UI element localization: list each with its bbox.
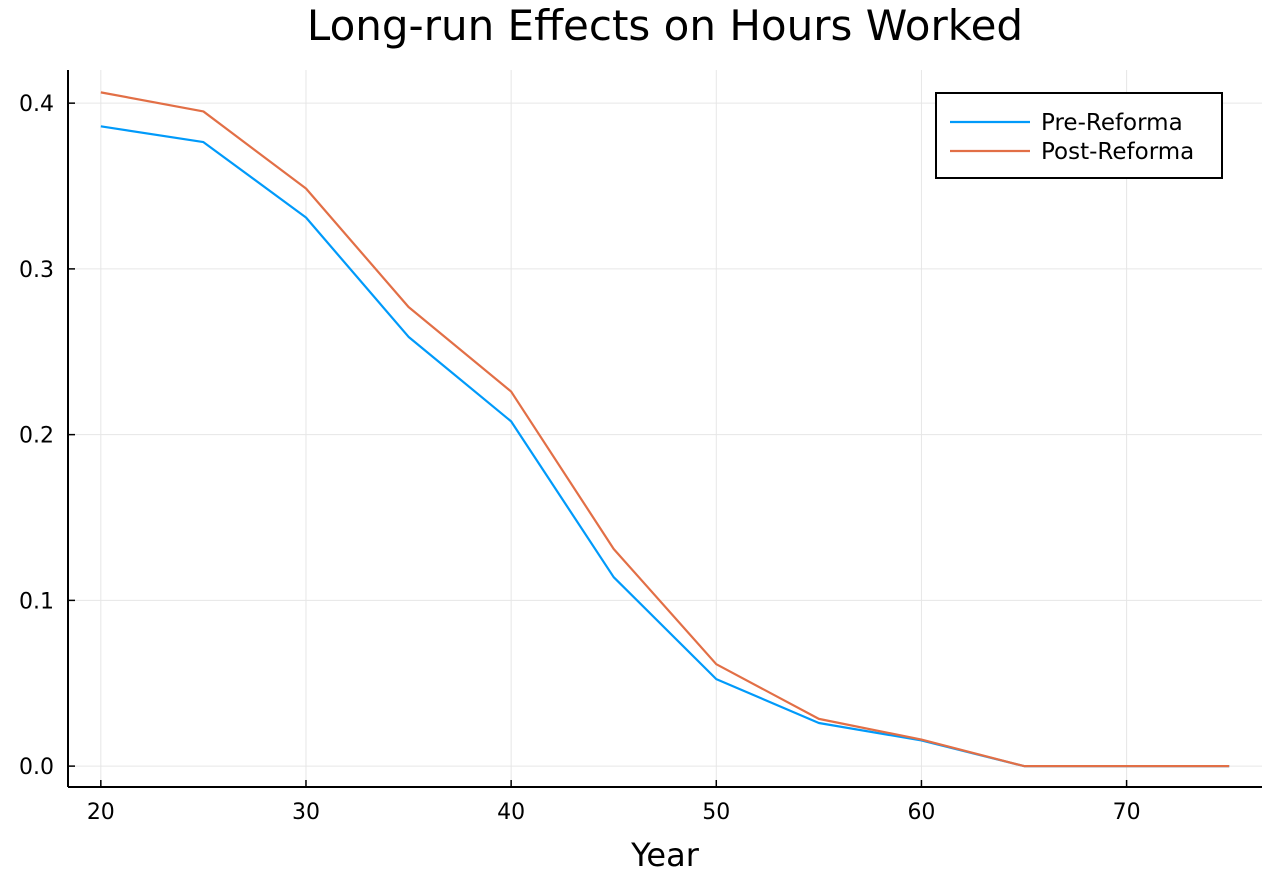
y-tick-label: 0.2 [19, 424, 54, 449]
legend-box [935, 92, 1223, 179]
x-tick-label: 60 [907, 800, 935, 825]
legend: Pre-Reforma Post-Reforma [935, 92, 1223, 179]
axes [67, 70, 1262, 788]
x-ticks: 20 30 40 50 60 70 [87, 780, 1141, 825]
legend-label-2: Post-Reforma [1041, 139, 1194, 165]
x-tick-label: 50 [702, 800, 730, 825]
x-tick-label: 40 [497, 800, 525, 825]
x-tick-label: 20 [87, 800, 115, 825]
y-ticks: 0.0 0.1 0.2 0.3 0.4 [19, 92, 75, 780]
grid-lines [68, 70, 1262, 787]
series-line-2 [100, 91, 1230, 768]
chart-title: Long-run Effects on Hours Worked [307, 1, 1023, 50]
y-tick-label: 0.1 [19, 589, 54, 614]
series-line-1 [100, 125, 1230, 768]
y-tick-label: 0.4 [19, 92, 54, 117]
x-axis-label: Year [630, 836, 700, 874]
x-tick-label: 30 [292, 800, 320, 825]
x-tick-label: 70 [1113, 800, 1141, 825]
y-tick-label: 0.0 [19, 755, 54, 780]
y-tick-label: 0.3 [19, 258, 54, 283]
series-lines [100, 91, 1230, 768]
legend-label-1: Pre-Reforma [1041, 110, 1183, 136]
